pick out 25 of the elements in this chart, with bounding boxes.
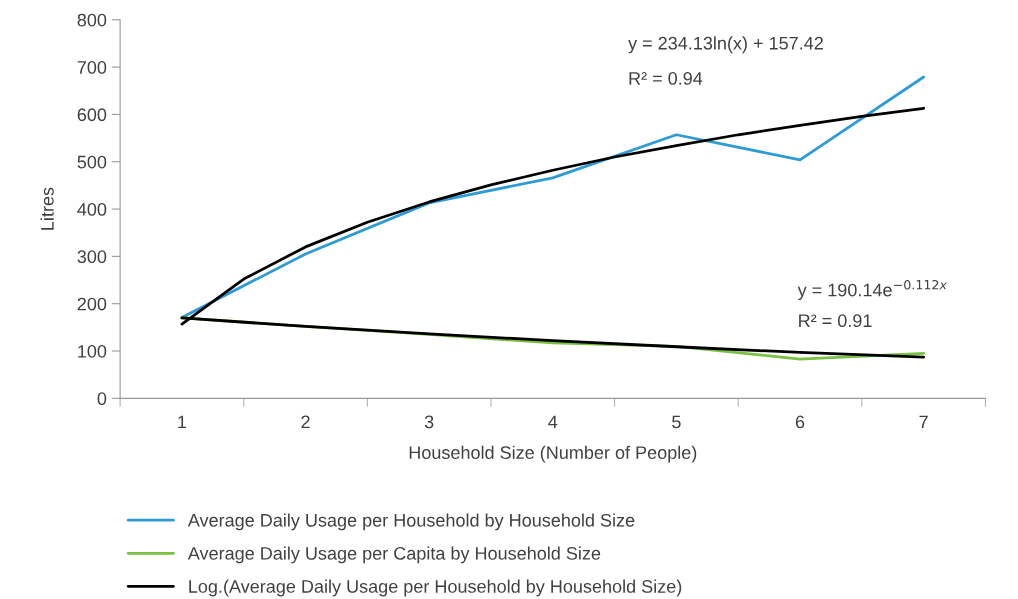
y-tick-label: 200 (77, 297, 107, 311)
annotation: R² = 0.91 (799, 314, 872, 328)
legend-label: Average Daily Usage per Household by Household Size (187, 513, 635, 531)
annotation: R² = 0.94 (629, 72, 703, 85)
y-tick-label: 100 (78, 344, 107, 358)
x-tick-label: 7 (919, 415, 928, 429)
annotation: y = 190.14e$^{−0.112x}$ (797, 279, 948, 300)
x-tick-label: 1 (178, 415, 187, 429)
x-tick-label: 3 (424, 415, 434, 429)
x-tick-label: 5 (672, 415, 681, 429)
y-tick-label: 300 (77, 250, 107, 264)
x-tick-label: 4 (548, 415, 558, 429)
x-tick-label: 6 (795, 415, 805, 429)
y-axis-title: Litres (40, 187, 54, 230)
annotation: y = 234.13ln(x) + 157.42 (628, 36, 823, 54)
y-tick-label: 500 (77, 155, 107, 169)
legend-label: Average Daily Usage per Capita by Household Size (187, 546, 601, 564)
legend-label: Log.(Average Daily Usage per Household by Household Size) (189, 579, 682, 597)
y-tick-label: 700 (77, 61, 107, 74)
y-tick-label: 0 (97, 392, 107, 406)
x-axis-title: Household Size (Number of People) (409, 445, 697, 463)
y-tick-label: 600 (77, 108, 107, 122)
y-tick-label: 800 (77, 13, 107, 27)
y-tick-label: 400 (77, 202, 107, 216)
x-tick-label: 2 (301, 415, 310, 429)
